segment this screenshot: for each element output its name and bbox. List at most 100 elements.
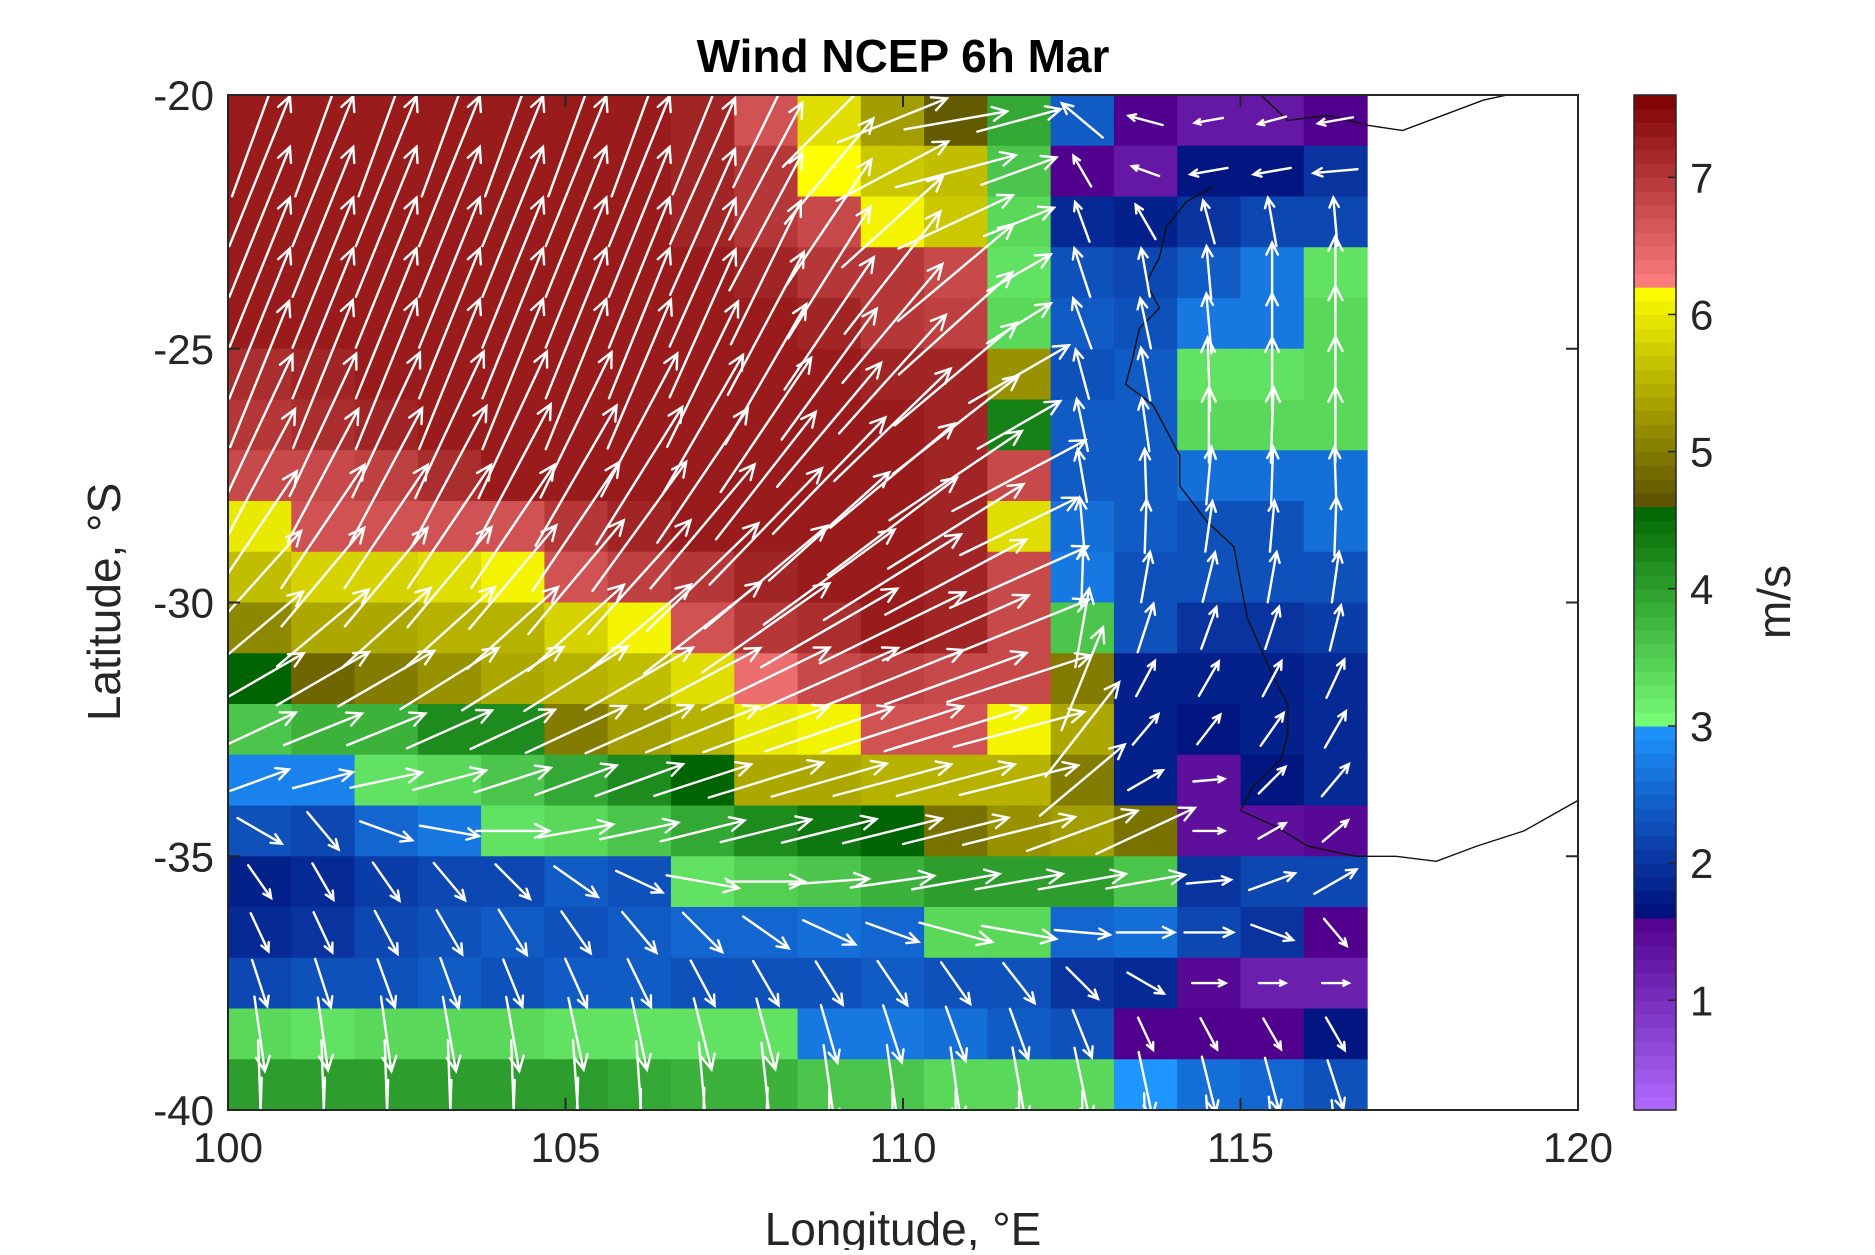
- wind-arrow: [1071, 1009, 1094, 1061]
- wind-arrow: [291, 95, 356, 248]
- colorbar-swatch: [1634, 657, 1676, 672]
- colorbar-swatch: [1634, 1000, 1676, 1015]
- wind-arrow: [527, 583, 626, 673]
- wind-arrow: [645, 521, 761, 633]
- wind-arrow: [819, 1003, 841, 1066]
- wind-arrow: [497, 908, 529, 958]
- wind-arrow: [286, 406, 360, 544]
- wind-arrow: [980, 154, 1060, 186]
- wind-arrow: [534, 403, 618, 547]
- wind-arrow: [1200, 604, 1219, 650]
- colorbar-swatch: [1634, 437, 1676, 453]
- wind-arrow: [1131, 711, 1161, 746]
- wind-arrow: [910, 868, 1003, 891]
- wind-arrow: [849, 869, 937, 889]
- wind-arrow: [544, 245, 609, 400]
- wind-arrow: [1315, 116, 1355, 127]
- wind-arrow: [801, 919, 858, 946]
- wind-arrow: [385, 1078, 390, 1110]
- colorbar-swatch: [1634, 465, 1676, 480]
- wind-arrow: [1095, 806, 1198, 855]
- wind-arrow: [1199, 1017, 1219, 1052]
- wind-arrow: [236, 816, 285, 845]
- colorbar-swatch: [1634, 300, 1676, 316]
- wind-arrow: [765, 1086, 769, 1110]
- wind-arrow: [1008, 1007, 1031, 1062]
- colorbar-tick-label: 6: [1690, 291, 1713, 338]
- wind-arrow: [228, 469, 299, 576]
- wind-arrow: [832, 760, 954, 798]
- wind-arrow: [354, 144, 419, 298]
- wind-arrow: [1073, 199, 1091, 243]
- x-tick-label: 115: [1207, 1124, 1274, 1171]
- wind-arrow: [280, 462, 366, 590]
- wind-arrow: [600, 351, 679, 498]
- wind-arrow: [1263, 1056, 1283, 1110]
- wind-arrow: [1044, 680, 1121, 778]
- wind-arrow: [1142, 1092, 1146, 1110]
- colorbar-swatch: [1634, 122, 1676, 137]
- wind-arrow: [607, 245, 672, 400]
- wind-arrow: [668, 196, 738, 348]
- wind-arrow: [630, 996, 652, 1073]
- coastline-segment: [1124, 185, 1578, 863]
- colorbar-swatch: [1634, 753, 1676, 768]
- wind-arrow: [1072, 346, 1091, 400]
- wind-arrow: [728, 100, 804, 241]
- wind-arrow: [571, 1039, 580, 1110]
- wind-arrow: [780, 306, 879, 441]
- wind-arrow: [473, 764, 554, 794]
- wind-arrow: [1328, 444, 1342, 506]
- wind-arrow: [1129, 164, 1161, 178]
- wind-arrow: [701, 646, 833, 711]
- wind-arrow: [669, 146, 737, 296]
- wind-arrow: [762, 527, 897, 626]
- y-tick-label: -25: [153, 326, 214, 373]
- wind-arrow: [1191, 978, 1229, 988]
- wind-arrow: [755, 997, 780, 1072]
- wind-arrow: [643, 646, 763, 711]
- wind-arrow: [1264, 604, 1282, 651]
- wind-arrow: [468, 523, 558, 631]
- wind-arrow: [607, 195, 672, 349]
- wind-arrow: [230, 95, 271, 198]
- wind-arrow: [708, 466, 824, 586]
- wind-arrow: [967, 343, 1072, 405]
- wind-arrow: [961, 812, 1078, 846]
- wind-arrow: [481, 296, 546, 451]
- colorbar-swatch: [1634, 1082, 1676, 1097]
- colorbar-swatch: [1634, 479, 1676, 494]
- wind-arrow: [1330, 549, 1344, 604]
- wind-arrow: [411, 766, 489, 792]
- colorbar-swatch: [1634, 712, 1676, 727]
- wind-arrow: [828, 1087, 831, 1110]
- x-tick-label: 110: [870, 1124, 937, 1171]
- wind-arrow: [1073, 446, 1089, 503]
- wind-arrow: [885, 1043, 905, 1110]
- wind-arrow: [985, 301, 1054, 345]
- colorbar-swatch: [1634, 218, 1676, 233]
- wind-arrow: [523, 644, 631, 713]
- wind-arrow: [481, 195, 546, 349]
- wind-arrow: [841, 814, 945, 845]
- wind-arrow: [820, 703, 966, 754]
- colorbar-swatch: [1634, 547, 1676, 562]
- wind-arrow: [228, 528, 303, 614]
- colorbar-swatch: [1634, 863, 1676, 878]
- wind-arrow: [481, 245, 546, 400]
- wind-arrow: [881, 593, 1032, 662]
- wind-arrow: [291, 768, 356, 790]
- wind-arrow: [1192, 826, 1228, 835]
- colorbar-swatch: [1634, 204, 1676, 220]
- wind-arrow: [1257, 979, 1289, 987]
- wind-arrow: [527, 518, 626, 636]
- wind-arrow: [771, 415, 888, 535]
- wind-arrow: [1201, 549, 1219, 603]
- wind-arrow: [883, 650, 1030, 706]
- y-tick-label: -20: [153, 72, 214, 119]
- wind-arrow: [228, 651, 307, 699]
- chart-title: Wind NCEP 6h Mar: [697, 30, 1110, 82]
- wind-arrow: [544, 296, 609, 451]
- wind-arrows: [228, 95, 1359, 1110]
- wind-arrow: [1324, 1016, 1347, 1053]
